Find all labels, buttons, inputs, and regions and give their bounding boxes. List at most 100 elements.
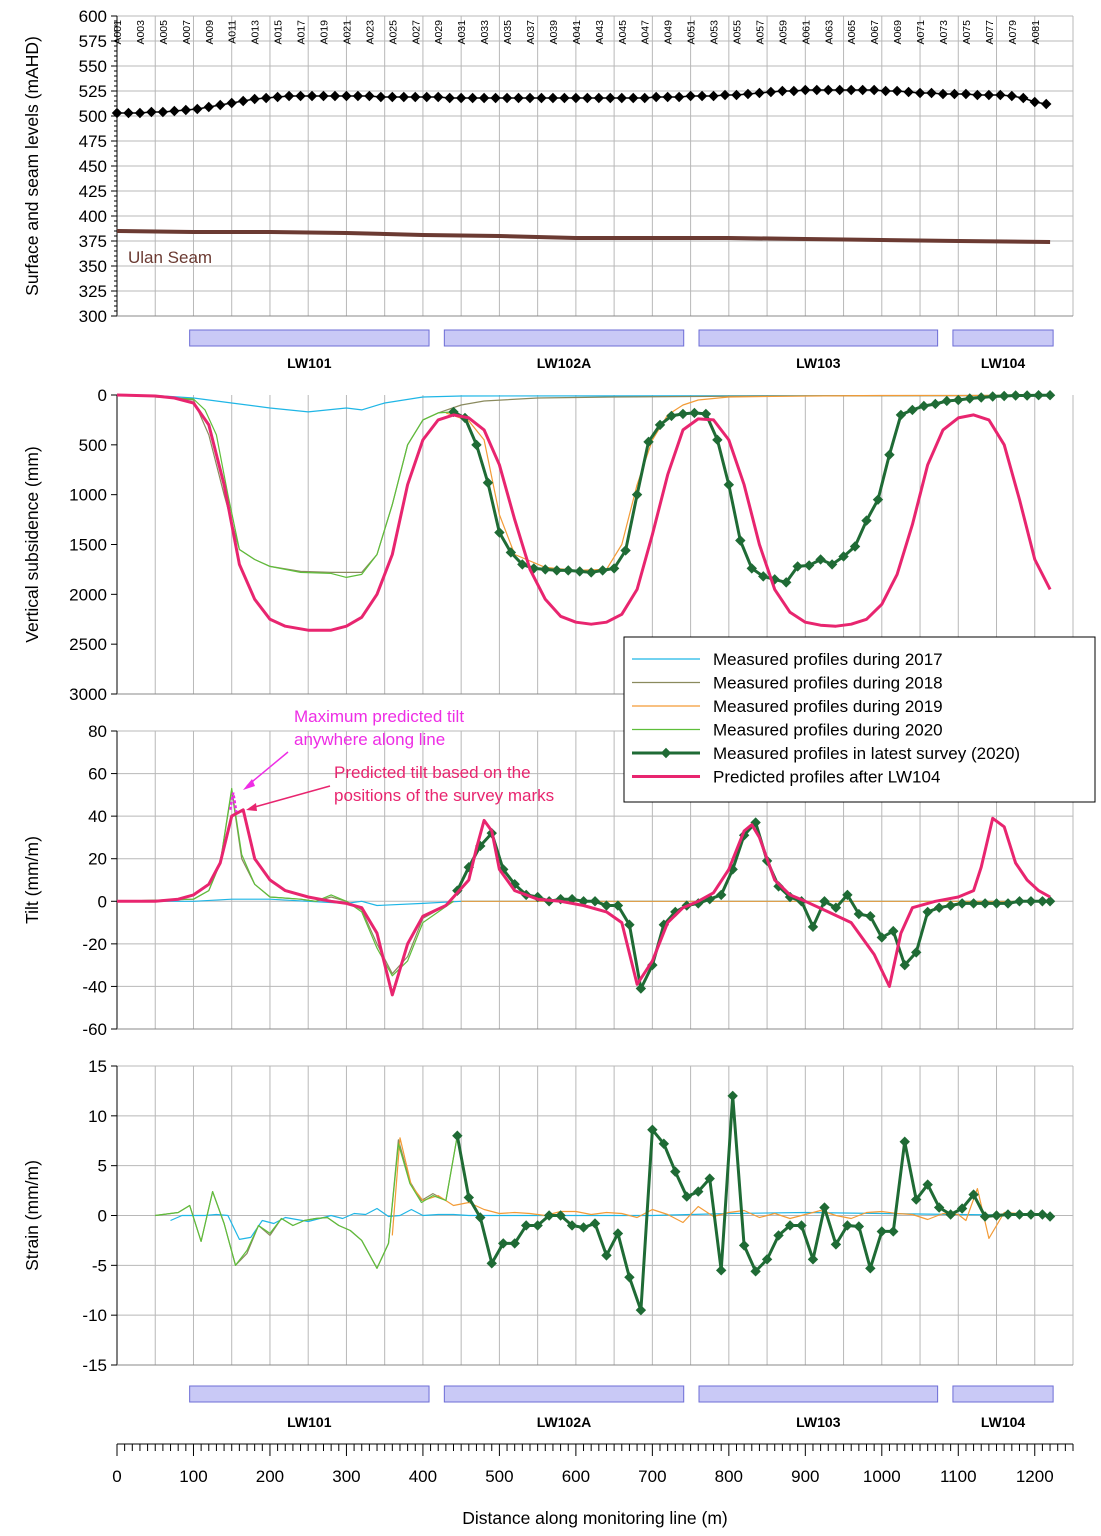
y-tick-label: 3000 [69,685,107,704]
y-tick-label: -20 [82,935,107,954]
max-predicted-tilt-marker [228,792,238,813]
data-point [647,1124,658,1135]
x-tick-label: 400 [409,1467,437,1486]
data-point [658,1138,670,1149]
data-point [868,84,880,96]
data-point [842,1220,853,1231]
x-tick-label: 1000 [863,1467,901,1486]
data-point [650,91,662,103]
data-point [593,92,605,104]
longwall-panel-bar [443,329,685,347]
data-point [1002,1209,1014,1220]
data-point [612,1228,624,1239]
y-axis-title: Tilt (mm/m) [22,836,42,924]
y-tick-label: 40 [88,807,107,826]
survey-mark-label: A013 [250,20,262,45]
data-point [295,90,306,102]
longwall-panel-label: LW101 [287,355,332,371]
data-point [478,92,490,104]
data-point [876,932,888,943]
y-tick-label: 20 [88,850,107,869]
data-point [540,564,551,575]
data-point [872,494,884,505]
data-point [696,90,708,102]
data-point [964,393,975,404]
survey-mark-label: A049 [663,20,675,45]
y-tick-label: 300 [79,307,107,326]
y-tick-label: 600 [79,7,107,26]
survey-mark-label: A057 [754,20,766,45]
data-point [891,85,903,97]
data-point [761,1254,773,1265]
y-tick-label: 10 [88,1107,107,1126]
data-point [605,92,616,104]
data-point [903,86,914,98]
series-line [116,229,1051,244]
data-point [589,896,601,907]
annotation-arrowhead [243,779,255,790]
data-point [433,91,444,103]
survey-mark-label: A017 [296,20,308,45]
data-point [517,559,528,570]
data-point [945,900,956,911]
data-point [471,439,482,451]
data-point [543,1210,555,1221]
data-point [677,408,689,420]
data-point [727,1090,738,1102]
data-point [1033,389,1044,401]
survey-mark-label: A043 [594,20,606,45]
data-point [318,90,329,102]
x-axis-title: Distance along monitoring line (m) [462,1508,728,1528]
survey-mark-label: A047 [640,20,652,45]
series-measured-profiles-during-2017 [116,394,1051,413]
data-point [157,106,169,118]
y-tick-label: 375 [79,232,107,251]
y-tick-label: 2500 [69,635,107,654]
data-point [983,89,995,101]
x-tick-label: 500 [485,1467,513,1486]
data-point [861,515,872,526]
data-point [735,535,746,546]
data-point [494,527,505,538]
data-point [635,1304,647,1316]
data-point [364,90,375,102]
data-point [375,91,387,103]
survey-mark-label: A079 [1007,20,1019,45]
data-point [765,86,777,98]
survey-mark-label: A065 [846,20,858,45]
data-point [750,1266,761,1277]
y-tick-label: 525 [79,82,107,101]
data-point [670,1166,681,1177]
x-tick-label: 200 [256,1467,284,1486]
legend-marker [660,747,672,759]
x-tick-label: 700 [638,1467,666,1486]
series-line [452,393,1051,584]
data-point [490,92,501,104]
data-point [237,95,249,107]
data-point [773,1230,784,1241]
data-point [738,1240,750,1251]
data-point [926,87,937,99]
survey-mark-label: A075 [961,20,973,45]
y-tick-label: 1000 [69,486,107,505]
x-axis: 0 100 200 300 400 500 600 700 800 900 1000 1100 1200… [112,1443,1074,1528]
data-point [566,1220,578,1231]
series-ulan-seam [116,229,1051,244]
survey-mark-label: A081 [1030,20,1042,45]
annotation-predicted-tilt-line2: positions of the survey marks [334,786,554,805]
data-point [693,1186,704,1197]
legend-label: Measured profiles during 2020 [713,721,943,740]
data-point [715,889,727,901]
series-line [445,394,1051,571]
data-point [421,91,432,103]
data-point [930,398,941,410]
series-line [116,394,1051,413]
y-tick-label: -60 [82,1020,107,1039]
seam-label: Ulan Seam [128,248,212,267]
data-point [792,561,803,572]
series-line [170,1207,1051,1240]
data-point [953,394,964,406]
data-point [1014,1209,1025,1220]
data-point [597,565,608,576]
data-point [123,107,134,119]
